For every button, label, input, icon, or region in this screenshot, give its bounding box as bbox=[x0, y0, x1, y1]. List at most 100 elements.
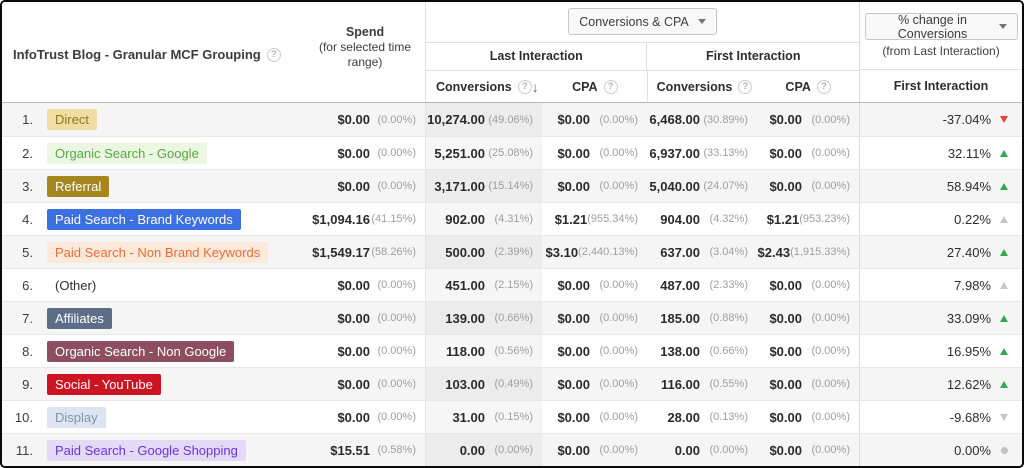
metric-selector-band: Conversions & CPA bbox=[426, 2, 859, 42]
percent-change-cell: 0.22% bbox=[859, 203, 1022, 235]
channel-cell: Paid Search - Google Shopping bbox=[42, 434, 302, 466]
column-header-change-first-interaction[interactable]: First Interaction bbox=[893, 79, 989, 94]
column-header-cpa-first[interactable]: CPA ? bbox=[757, 71, 859, 102]
help-icon[interactable]: ? bbox=[816, 79, 831, 94]
spend-cell: $0.00 (0.00%) bbox=[337, 178, 416, 194]
spend-column-title: Spend bbox=[345, 25, 385, 39]
table-row: 2. Organic Search - Google $0.00 (0.00%) 5,2… bbox=[2, 136, 1022, 169]
percent-change-cell: 32.11% bbox=[859, 137, 1022, 169]
first-cpa-cell: $0.00 (0.00%) bbox=[769, 376, 850, 392]
channel-cell: Organic Search - Non Google bbox=[42, 335, 302, 367]
change-arrow-up-icon bbox=[1000, 149, 1008, 157]
table-row: 9. Social - YouTube $0.00 (0.00%) 103.00 (0.4… bbox=[2, 367, 1022, 400]
last-conversions-cell: 103.00 (0.49%) bbox=[425, 368, 542, 400]
channel-cell: Referral bbox=[42, 170, 302, 202]
dimension-column-label: InfoTrust Blog - Granular MCF Grouping bbox=[13, 47, 261, 62]
change-arrow-up-icon bbox=[1000, 281, 1008, 289]
first-cpa-cell: $0.00 (0.00%) bbox=[769, 178, 850, 194]
table-row: 7. Affiliates $0.00 (0.00%) 139.00 (0.66%) $0.… bbox=[2, 301, 1022, 334]
first-conversions-cell: 185.00 (0.88%) bbox=[660, 310, 748, 326]
change-arrow-up-icon bbox=[1000, 215, 1008, 223]
column-header-conversions-first[interactable]: Conversions ? bbox=[648, 71, 758, 102]
percent-change-cell: 12.62% bbox=[859, 368, 1022, 400]
row-number: 10. bbox=[14, 409, 33, 425]
last-cpa-cell: $0.00 (0.00%) bbox=[557, 277, 638, 293]
table-row: 11. Paid Search - Google Shopping $15.51 (0… bbox=[2, 433, 1022, 466]
channel-chip: Referral bbox=[47, 175, 110, 197]
first-conversions-cell: 637.00 (3.04%) bbox=[660, 244, 748, 260]
help-icon[interactable]: ? bbox=[738, 79, 753, 94]
metric-selector-label: Conversions & CPA bbox=[579, 14, 689, 29]
first-cpa-cell: $0.00 (0.00%) bbox=[769, 145, 850, 161]
chevron-down-icon bbox=[697, 19, 706, 25]
change-arrow-up-icon bbox=[1000, 380, 1008, 388]
spend-column-header[interactable]: Spend (for selected time range) bbox=[309, 25, 421, 70]
help-icon[interactable]: ? bbox=[517, 79, 532, 94]
first-conversions-cell: 116.00 (0.55%) bbox=[660, 376, 748, 392]
first-conversions-cell: 5,040.00 (24.07%) bbox=[649, 178, 748, 194]
change-arrow-up-icon bbox=[1000, 347, 1008, 355]
help-icon[interactable]: ? bbox=[603, 79, 618, 94]
first-cpa-cell: $0.00 (0.00%) bbox=[769, 277, 850, 293]
change-metric-label: % change in Conversions bbox=[897, 12, 968, 41]
channel-cell: Affiliates bbox=[42, 302, 302, 334]
spend-cell: $0.00 (0.00%) bbox=[337, 277, 416, 293]
channel-cell: Direct bbox=[42, 103, 302, 136]
channel-chip: Social - YouTube bbox=[47, 373, 161, 395]
first-cpa-cell: $1.21 (953.23%) bbox=[766, 211, 850, 227]
last-conversions-cell: 902.00 (4.31%) bbox=[425, 203, 542, 235]
channel-chip: Paid Search - Non Brand Keywords bbox=[47, 241, 269, 263]
percent-change-cell: 33.09% bbox=[859, 302, 1022, 334]
change-metric-dropdown[interactable]: % change in Conversions bbox=[864, 12, 1018, 41]
sort-descending-icon[interactable]: ↓ bbox=[531, 78, 539, 95]
last-cpa-cell: $0.00 (0.00%) bbox=[557, 112, 638, 127]
channel-chip: Affiliates bbox=[47, 307, 112, 329]
channel-cell: (Other) bbox=[42, 269, 302, 301]
spend-column-subtitle: (for selected time range) bbox=[318, 40, 412, 69]
channel-cell: Display bbox=[42, 401, 302, 433]
chevron-down-icon bbox=[998, 24, 1007, 29]
first-cpa-cell: $0.00 (0.00%) bbox=[769, 112, 850, 127]
percent-change-cell: 0.00% bbox=[859, 434, 1022, 466]
table-row: 10. Display $0.00 (0.00%) 31.00 (0.15%) $0.00(… bbox=[2, 400, 1022, 433]
channel-chip: Direct bbox=[47, 109, 97, 130]
dimension-column-header[interactable]: InfoTrust Blog - Granular MCF Grouping ? bbox=[13, 47, 281, 62]
last-cpa-cell: $0.00 (0.00%) bbox=[557, 178, 638, 194]
percent-change-cell: 7.98% bbox=[859, 269, 1022, 301]
percent-change-cell: 58.94% bbox=[859, 170, 1022, 202]
last-cpa-cell: $0.00 (0.00%) bbox=[557, 343, 638, 359]
metric-selector-dropdown[interactable]: Conversions & CPA bbox=[568, 8, 717, 36]
help-icon[interactable]: ? bbox=[266, 47, 281, 62]
last-cpa-cell: $0.00 (0.00%) bbox=[557, 409, 638, 425]
change-arrow-down-icon bbox=[1000, 413, 1008, 421]
spend-cell: $15.51 (0.58%) bbox=[330, 442, 416, 458]
channel-chip: Paid Search - Google Shopping bbox=[47, 439, 246, 461]
last-cpa-cell: $0.00 (0.00%) bbox=[557, 442, 638, 458]
column-header-conversions-last[interactable]: Conversions ? ↓ bbox=[436, 78, 539, 95]
spend-cell: $0.00 (0.00%) bbox=[337, 145, 416, 161]
last-cpa-cell: $0.00 (0.00%) bbox=[557, 310, 638, 326]
table-row: 4. Paid Search - Brand Keywords $1,094.16(… bbox=[2, 202, 1022, 235]
spend-cell: $1,549.17 (58.26%) bbox=[312, 244, 416, 260]
header-middle-section: Conversions & CPA Last Interaction First… bbox=[425, 2, 859, 102]
percent-change-cell: 27.40% bbox=[859, 236, 1022, 268]
percent-change-cell: -9.68% bbox=[859, 401, 1022, 433]
channel-cell: Social - YouTube bbox=[42, 368, 302, 400]
last-conversions-cell: 139.00 (0.66%) bbox=[425, 302, 542, 334]
change-arrow-up-icon bbox=[1000, 248, 1008, 256]
last-cpa-cell: $3.10 (2,440.13%) bbox=[545, 244, 638, 260]
table-row: 5. Paid Search - Non Brand Keywords $1,549… bbox=[2, 235, 1022, 268]
spend-cell: $0.00 (0.00%) bbox=[337, 112, 416, 127]
column-header-cpa-last[interactable]: CPA ? bbox=[543, 71, 648, 102]
table-body: 1. Direct $0.00 (0.00%) 10,274.00 (49.06%) $0.… bbox=[2, 103, 1022, 466]
last-conversions-cell: 5,251.00 (25.08%) bbox=[425, 137, 542, 169]
row-number: 8. bbox=[22, 343, 33, 359]
percent-change-cell: 16.95% bbox=[859, 335, 1022, 367]
first-cpa-cell: $0.00 (0.00%) bbox=[769, 310, 850, 326]
first-conversions-cell: 904.00 (4.32%) bbox=[660, 211, 748, 227]
first-cpa-cell: $0.00 (0.00%) bbox=[769, 343, 850, 359]
row-number: 4. bbox=[22, 211, 33, 227]
no-change-dot-icon bbox=[1000, 446, 1008, 454]
row-number: 9. bbox=[22, 376, 33, 392]
spend-cell: $0.00 (0.00%) bbox=[337, 310, 416, 326]
